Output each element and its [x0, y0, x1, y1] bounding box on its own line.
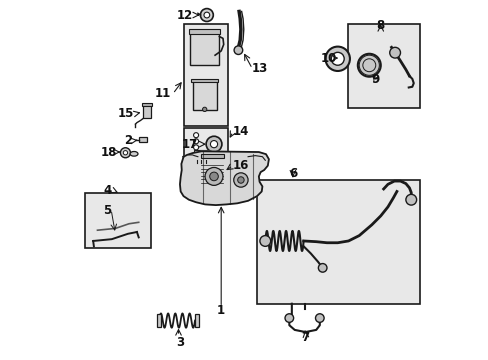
Text: 8: 8	[376, 19, 384, 32]
Text: 14: 14	[233, 125, 249, 138]
Text: 5: 5	[103, 204, 111, 217]
Bar	[195, 314, 199, 327]
Bar	[192, 81, 217, 110]
Text: 13: 13	[251, 62, 267, 75]
Bar	[143, 105, 151, 118]
Circle shape	[233, 173, 247, 187]
Text: 17: 17	[181, 138, 198, 150]
Circle shape	[209, 172, 218, 181]
Text: 9: 9	[370, 73, 379, 86]
Bar	[85, 193, 151, 248]
Circle shape	[204, 167, 223, 185]
Text: 4: 4	[103, 184, 111, 197]
Text: 1: 1	[217, 305, 225, 318]
Text: 15: 15	[118, 107, 134, 120]
Bar	[157, 314, 161, 327]
Bar	[201, 154, 223, 158]
Circle shape	[206, 136, 222, 152]
Text: 3: 3	[176, 336, 183, 348]
Circle shape	[315, 314, 324, 322]
Circle shape	[260, 235, 270, 246]
Text: 12: 12	[176, 9, 192, 22]
Circle shape	[405, 194, 416, 205]
Circle shape	[357, 54, 380, 77]
Text: 10: 10	[320, 51, 336, 64]
Text: 7: 7	[301, 330, 309, 343]
Circle shape	[193, 139, 198, 144]
Bar	[190, 33, 219, 65]
Circle shape	[202, 107, 206, 112]
Circle shape	[193, 133, 198, 138]
Bar	[188, 30, 220, 34]
Bar	[191, 78, 218, 82]
Bar	[193, 149, 213, 159]
Circle shape	[120, 148, 130, 158]
Bar	[257, 180, 419, 304]
Circle shape	[203, 12, 209, 18]
Circle shape	[325, 46, 349, 71]
Circle shape	[234, 46, 242, 54]
Bar	[142, 103, 152, 106]
Bar	[183, 128, 228, 164]
Text: 6: 6	[288, 167, 296, 180]
Polygon shape	[180, 151, 268, 205]
Circle shape	[389, 47, 400, 58]
Circle shape	[330, 52, 344, 65]
Bar	[201, 157, 223, 186]
Circle shape	[210, 140, 217, 148]
Circle shape	[237, 177, 244, 183]
Bar	[348, 24, 419, 108]
Circle shape	[318, 264, 326, 272]
Circle shape	[200, 9, 213, 22]
Bar	[139, 137, 146, 142]
Circle shape	[193, 145, 198, 150]
Circle shape	[285, 314, 293, 322]
Text: 2: 2	[124, 134, 132, 147]
Text: 11: 11	[154, 87, 171, 100]
Text: 16: 16	[233, 159, 249, 172]
Bar	[183, 24, 228, 126]
Ellipse shape	[130, 152, 138, 156]
Text: 18: 18	[101, 145, 117, 158]
Circle shape	[123, 150, 127, 155]
